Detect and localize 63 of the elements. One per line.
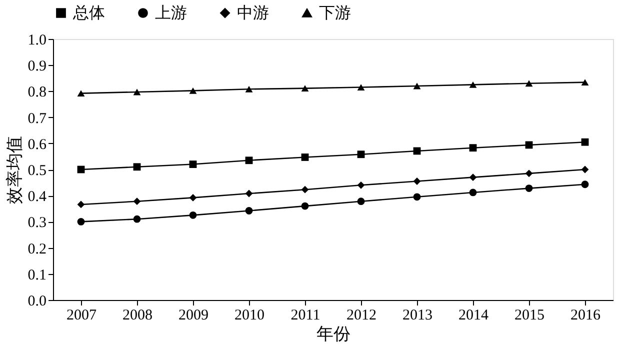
point — [189, 194, 197, 202]
point — [469, 188, 477, 196]
point — [581, 166, 589, 174]
y-axis-title: 效率均值 — [4, 136, 24, 204]
point — [301, 85, 309, 92]
point — [245, 156, 253, 164]
point — [525, 184, 533, 192]
x-tick-label: 2014 — [458, 308, 489, 324]
point — [189, 160, 197, 168]
x-axis-title: 年份 — [316, 324, 350, 344]
point — [133, 88, 141, 96]
point — [77, 218, 85, 226]
point — [77, 90, 85, 96]
x-tick-label: 2010 — [234, 308, 264, 324]
x-tick-label: 2012 — [346, 308, 376, 324]
x-tick-label: 2011 — [290, 308, 320, 324]
point — [469, 144, 477, 152]
point — [245, 207, 253, 214]
point — [581, 138, 589, 146]
point — [413, 193, 421, 201]
point — [357, 198, 365, 206]
legend-label: 总体 — [72, 4, 105, 22]
point — [189, 211, 197, 219]
point — [357, 84, 365, 90]
x-tick-label: 2009 — [178, 308, 208, 324]
point — [413, 82, 421, 90]
point — [301, 186, 309, 194]
y-tick-label: 0.4 — [28, 189, 47, 206]
point — [581, 180, 589, 188]
point — [301, 202, 309, 210]
legend-label: 中游 — [237, 4, 269, 22]
point — [133, 163, 141, 171]
y-tick-label: 0.1 — [28, 267, 46, 284]
y-tick-label: 1.0 — [28, 32, 46, 48]
point — [301, 154, 309, 161]
point — [77, 200, 85, 208]
y-tick-label: 0.3 — [28, 215, 46, 232]
x-tick-label: 2013 — [402, 308, 432, 324]
point — [245, 190, 253, 198]
point — [469, 81, 477, 88]
point — [357, 181, 365, 189]
point — [525, 170, 533, 178]
x-tick-label: 2016 — [570, 308, 601, 324]
point — [245, 86, 253, 92]
point — [133, 215, 141, 223]
x-tick-label: 2008 — [122, 308, 152, 324]
legend-label: 上游 — [155, 4, 187, 22]
point — [133, 198, 141, 206]
x-tick-label: 2015 — [514, 308, 544, 324]
y-tick-label: 0.2 — [28, 241, 46, 258]
point — [357, 150, 365, 158]
point — [469, 174, 477, 182]
legend-label: 下游 — [319, 5, 351, 22]
y-tick-label: 0.7 — [28, 110, 47, 127]
y-tick-label: 0.9 — [28, 58, 46, 75]
y-tick-label: 0.0 — [28, 294, 46, 310]
y-tick-label: 0.6 — [28, 136, 47, 153]
point — [189, 87, 197, 94]
y-tick-label: 0.8 — [28, 84, 46, 101]
point — [581, 79, 589, 86]
x-tick-label: 2007 — [66, 308, 97, 324]
point — [525, 80, 533, 87]
y-tick-label: 0.5 — [28, 163, 46, 179]
